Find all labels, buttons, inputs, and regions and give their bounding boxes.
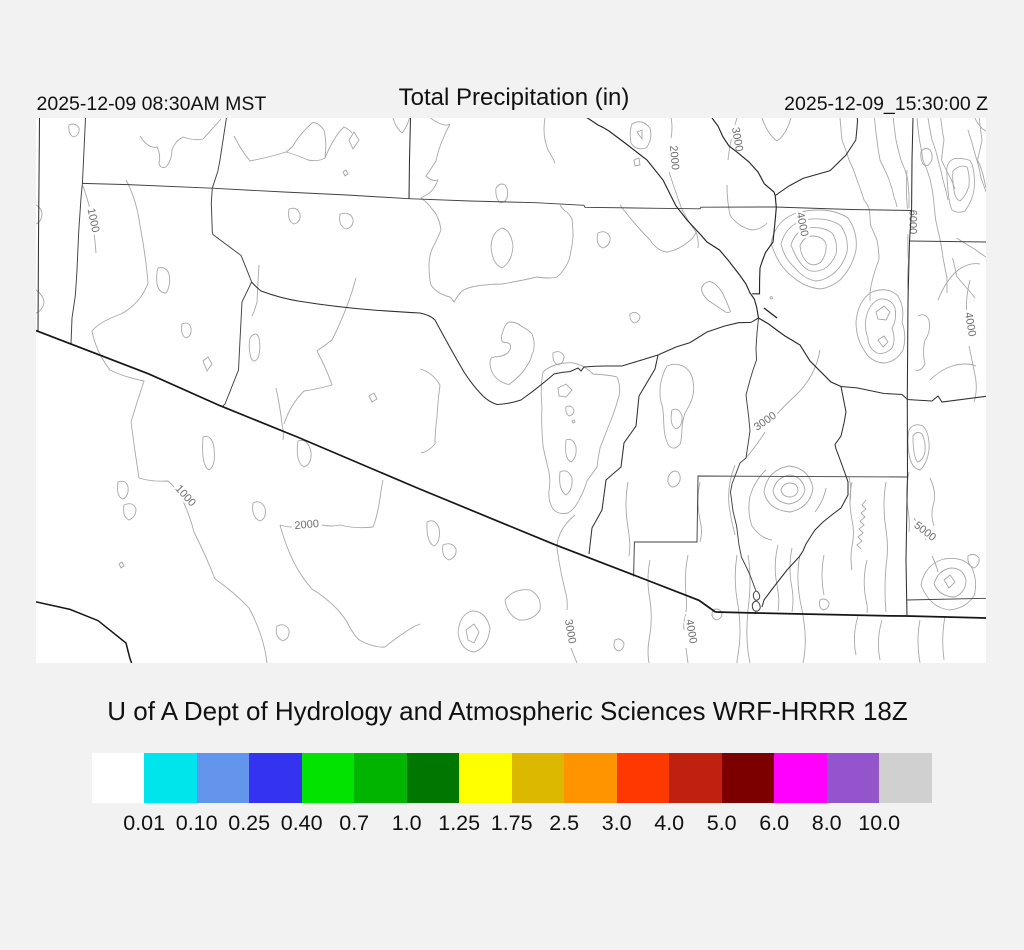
svg-text:6000: 6000 (907, 210, 919, 234)
svg-text:2000: 2000 (294, 518, 319, 532)
svg-text:2000: 2000 (294, 518, 319, 532)
svg-text:5000: 5000 (912, 519, 939, 544)
svg-text:4000: 4000 (794, 211, 811, 237)
svg-text:3000: 3000 (729, 126, 745, 152)
svg-text:4000: 4000 (962, 311, 978, 337)
svg-text:3000: 3000 (562, 618, 578, 644)
svg-text:4000: 4000 (683, 618, 699, 644)
svg-text:2000: 2000 (667, 145, 681, 170)
svg-text:6000: 6000 (907, 210, 919, 234)
svg-text:1000: 1000 (85, 207, 102, 233)
svg-text:3000: 3000 (752, 410, 779, 434)
svg-text:2000: 2000 (667, 145, 681, 170)
